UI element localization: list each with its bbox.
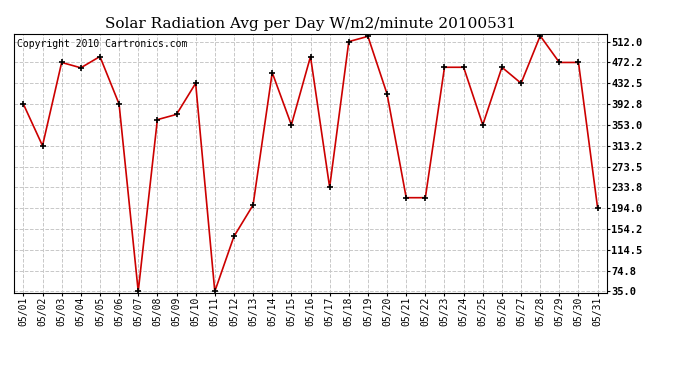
Title: Solar Radiation Avg per Day W/m2/minute 20100531: Solar Radiation Avg per Day W/m2/minute … [105, 17, 516, 31]
Text: Copyright 2010 Cartronics.com: Copyright 2010 Cartronics.com [17, 39, 187, 49]
